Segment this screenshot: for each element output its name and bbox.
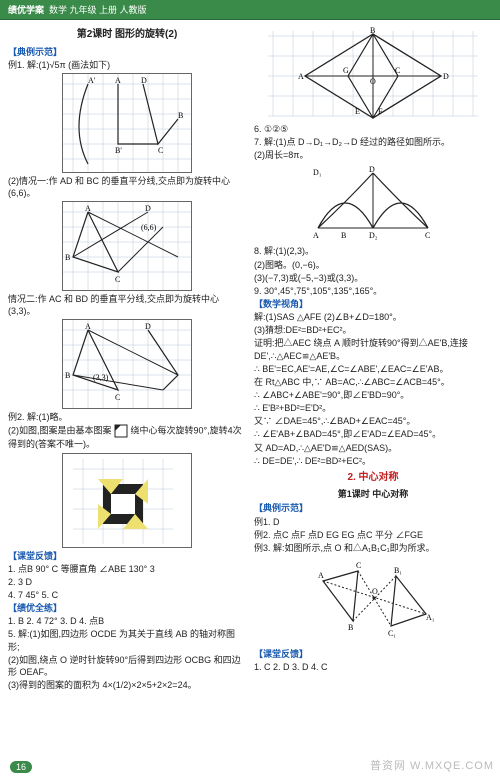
demo-label: 【典例示范】 (8, 46, 246, 58)
svg-text:B: B (348, 623, 353, 632)
j3: (2)如图,绕点 O 逆时针旋转90°后得到四边形 OCBG 和四边形 OEAF… (8, 654, 246, 678)
ex2-line2: (2)如图,图案是由基本图案 绕中心每次旋转90°,旋转4次得到的(答案不唯一)… (8, 424, 246, 450)
svg-text:D: D (369, 165, 375, 174)
svg-text:B': B' (115, 146, 122, 155)
mv5: 在 Rt△ABC 中,∵ AB=AC,∴∠ABC=∠ACB=45°。 (254, 376, 492, 388)
figure-petals: D₁ D A D₂ B C (303, 163, 443, 243)
class-label: 【课堂反馈】 (8, 550, 246, 562)
r7b: (2)周长=8π。 (254, 149, 492, 161)
svg-text:C: C (425, 231, 430, 240)
svg-text:C: C (395, 66, 400, 75)
mv10: 又 AD=AD,∴△AE'D≌△AED(SAS)。 (254, 442, 492, 454)
svg-text:C: C (356, 561, 361, 570)
svg-text:B: B (178, 111, 183, 120)
c1: 1. 点B 90° C 等腰直角 ∠ABE 130° 3 (8, 563, 246, 575)
r8c: (3)(−7,3)或(−5,−3)或(3,3)。 (254, 272, 492, 284)
ex2-line1: 例2. 解:(1)略。 (8, 411, 246, 423)
svg-text:E: E (355, 107, 360, 116)
right-column: A B D G O F C E 6. ①②⑤ 7. 解:(1)点 D→D₁→D₂→D 经… (254, 24, 492, 692)
svg-text:A': A' (88, 76, 96, 85)
lesson-title: 第2课时 图形的旋转(2) (8, 28, 246, 42)
svg-text:B₁: B₁ (394, 566, 402, 575)
d1: 例1. D (254, 516, 492, 528)
svg-text:B: B (65, 253, 70, 262)
svg-text:D: D (145, 322, 151, 331)
mv3: 证明:把△AEC 绕点 A 顺时针旋转90°得到△AE'B,连接DE',∴△AE… (254, 337, 492, 361)
svg-text:A₁: A₁ (426, 613, 435, 622)
figure-case1: A D B C (6,6) (62, 201, 192, 291)
svg-text:D: D (443, 72, 449, 81)
svg-text:O: O (372, 587, 378, 596)
svg-text:F: F (378, 107, 383, 116)
figure-diamond-grid: A B D G O F C E (263, 26, 483, 121)
d3: 例3. 解:如图所示,点 O 和△A₁B₁C₁即为所求。 (254, 542, 492, 554)
r7a: 7. 解:(1)点 D→D₁→D₂→D 经过的路径如图所示。 (254, 136, 492, 148)
ex1-line3: 情况二:作 AC 和 BD 的垂直平分线,交点即为旋转中心(3,3)。 (8, 293, 246, 317)
small-tile-icon (114, 424, 128, 438)
svg-text:B: B (65, 371, 70, 380)
mv8: 又∵ ∠DAE=45°,∴∠BAD+∠EAC=45°。 (254, 415, 492, 427)
lesson2-title: 第1课时 中心对称 (254, 488, 492, 500)
figure-case2: A D B C (3,3) (62, 319, 192, 409)
svg-text:C: C (115, 393, 120, 402)
svg-text:D₂: D₂ (369, 231, 378, 240)
ex2-l2-text: (2)如图,图案是由基本图案 (8, 426, 112, 436)
svg-text:A: A (115, 76, 121, 85)
mv9: ∴ ∠E'AB+∠BAD=45°,即∠E'AD=∠EAD=45°。 (254, 428, 492, 440)
svg-text:G: G (343, 66, 349, 75)
c2-1: 1. C 2. D 3. D 4. C (254, 661, 492, 673)
svg-text:D: D (141, 76, 147, 85)
demo2-label: 【典例示范】 (254, 502, 492, 514)
page-number: 16 (10, 761, 32, 773)
svg-text:C: C (158, 146, 163, 155)
svg-text:(6,6): (6,6) (141, 223, 157, 232)
svg-text:A: A (318, 571, 324, 580)
page-header: 绩优学案 数学 九年级 上册 人教版 (0, 0, 500, 20)
content-columns: 第2课时 图形的旋转(2) 【典例示范】 例1. 解:(1)√5π (画法如下)… (0, 20, 500, 696)
mv11: ∴ DE=DE',∴ DE²=BD²+EC²。 (254, 455, 492, 467)
svg-text:C: C (115, 275, 120, 284)
mv6: ∴ ∠ABC+∠ABE'=90°,即∠E'BD=90°。 (254, 389, 492, 401)
r8a: 8. 解:(1)(2,3)。 (254, 245, 492, 257)
watermark: 普资网 W.MXQE.COM (370, 757, 494, 773)
jy-label: 【绩优全练】 (8, 602, 246, 614)
svg-text:D: D (145, 204, 151, 213)
r6: 6. ①②⑤ (254, 123, 492, 135)
r9: 9. 30°,45°,75°,105°,135°,165°。 (254, 285, 492, 297)
svg-text:B: B (341, 231, 346, 240)
subject: 数学 九年级 上册 人教版 (49, 5, 147, 15)
mv1: 解:(1)SAS △AFE (2)∠B+∠D=180°。 (254, 311, 492, 323)
r8b: (2)图略。(0,−6)。 (254, 259, 492, 271)
svg-text:B: B (370, 26, 375, 35)
svg-text:(3,3): (3,3) (93, 373, 109, 382)
figure-grid-curve: A A' D B C B' (62, 73, 192, 173)
svg-text:A: A (313, 231, 319, 240)
mv2: (3)猜想:DE²=BD²+EC²。 (254, 324, 492, 336)
mv4: ∴ BE'=EC,AE'=AE,∠C=∠ABE',∠EAC=∠E'AB。 (254, 363, 492, 375)
figure-pattern (62, 453, 192, 548)
figure-central-symmetry: A C B A₁ B₁ C₁ O (298, 556, 448, 646)
svg-text:A: A (85, 322, 91, 331)
section-centrosymmetry: 2. 中心对称 (254, 471, 492, 485)
svg-text:O: O (370, 77, 376, 86)
j1: 1. B 2. 4 72° 3. D 4. 点B (8, 615, 246, 627)
math-view-label: 【数学视角】 (254, 298, 492, 310)
ex1-line2: (2)情况一:作 AD 和 BC 的垂直平分线,交点即为旋转中心(6,6)。 (8, 175, 246, 199)
d2: 例2. 点C 点F 点D EG EG 点C 平分 ∠FGE (254, 529, 492, 541)
j4: (3)得到的图案的面积为 4×(1/2)×2×5+2×2=24。 (8, 679, 246, 691)
brand: 绩优学案 (8, 5, 44, 15)
j2: 5. 解:(1)如图,四边形 OCDE 为其关于直线 AB 的轴对称图形; (8, 628, 246, 652)
svg-text:D₁: D₁ (313, 168, 322, 177)
svg-text:C₁: C₁ (388, 629, 396, 638)
c2: 2. 3 D (8, 576, 246, 588)
ex1-line1: 例1. 解:(1)√5π (画法如下) (8, 59, 246, 71)
svg-text:A: A (85, 204, 91, 213)
class2-label: 【课堂反馈】 (254, 648, 492, 660)
c3: 4. 7 45° 5. C (8, 589, 246, 601)
svg-text:A: A (298, 72, 304, 81)
mv7: ∴ E'B²+BD²=E'D²。 (254, 402, 492, 414)
left-column: 第2课时 图形的旋转(2) 【典例示范】 例1. 解:(1)√5π (画法如下)… (8, 24, 246, 692)
